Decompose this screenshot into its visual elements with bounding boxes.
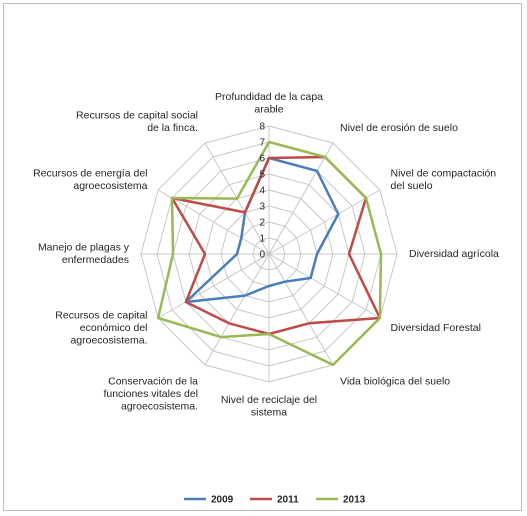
category-label-line: de la finca. [147, 122, 198, 134]
legend-label-2011: 2011 [277, 495, 299, 506]
category-label: Manejo de plagas y enfermedades [38, 242, 130, 267]
tick-label: 0 [259, 250, 265, 261]
grid-spoke [268, 253, 334, 366]
category-label-line: Nivel de reciclaje del [221, 394, 317, 406]
category-label-line: Manejo de plagas y [38, 242, 130, 254]
grid-spoke [268, 142, 334, 255]
category-label: Nivel de erosión de suelo [340, 122, 458, 134]
category-labels: Profundidad de la capa arable Nivel de ero… [33, 91, 499, 419]
tick-label: 1 [259, 234, 265, 245]
category-label-line: Nivel de compactación [391, 168, 497, 180]
category-label-line: Recursos de capital [55, 309, 147, 321]
category-label-line: Recursos de energía del [33, 168, 147, 180]
series-line-2013 [156, 140, 383, 367]
category-label: Diversidad Forestal [391, 322, 481, 334]
category-label-line: Diversidad Forestal [391, 322, 481, 334]
category-label-line: agroecosistema. [121, 401, 198, 413]
category-label: Recursos de energía del agroecosistema [33, 168, 148, 193]
category-label: Conservación de la funciones vitales del a… [103, 376, 198, 413]
category-label: Diversidad agrícola [409, 248, 499, 260]
tick-label: 5 [259, 170, 265, 181]
category-label: Profundidad de la capa arable [215, 91, 323, 116]
radar-chart: 0 1 2 3 4 5 6 7 8 Profundidad de la capa arable Ni… [33, 91, 499, 506]
category-label-line: del suelo [391, 180, 433, 192]
category-label: Vida biológica del suelo [340, 376, 450, 388]
legend-label-2013: 2013 [343, 495, 366, 506]
tick-label: 7 [259, 138, 265, 149]
tick-label: 8 [259, 122, 265, 133]
radar-grid [140, 125, 398, 383]
grid-spoke [157, 189, 270, 255]
grid-spoke [204, 253, 270, 366]
tick-label: 6 [259, 154, 265, 165]
legend: 2009 2011 2013 [184, 495, 366, 506]
tick-label: 4 [259, 186, 265, 197]
category-label-line: agroecosistema. [70, 334, 147, 346]
category-label-line: Recursos de capital social [76, 110, 198, 122]
category-label-line: económico del [80, 322, 148, 334]
radar-series [156, 140, 383, 367]
chart-frame: 0 1 2 3 4 5 6 7 8 Profundidad de la capa arable Ni… [3, 3, 522, 511]
category-label-line: Vida biológica del suelo [340, 376, 450, 388]
series-line-2011 [170, 155, 382, 336]
category-label-line: sistema [251, 407, 287, 419]
grid-spoke [268, 189, 381, 255]
category-label-line: enfermedades [62, 254, 129, 266]
category-label-line: Conservación de la [108, 376, 198, 388]
legend-label-2009: 2009 [211, 495, 234, 506]
category-label-line: agroecosistema [73, 180, 147, 192]
tick-label: 3 [259, 202, 265, 213]
category-label: Nivel de reciclaje del sistema [221, 394, 317, 419]
category-label-line: funciones vitales del [103, 388, 198, 400]
category-label-line: Diversidad agrícola [409, 248, 499, 260]
series-line-2009 [184, 156, 340, 304]
tick-label: 2 [259, 218, 265, 229]
category-label: Recursos de capital social de la finca. [76, 110, 198, 135]
category-label-line: Profundidad de la capa [215, 91, 323, 103]
category-label: Nivel de compactación del suelo [391, 168, 497, 193]
grid-spoke [157, 253, 270, 319]
grid-spoke [268, 253, 381, 319]
category-label-line: Nivel de erosión de suelo [340, 122, 458, 134]
radial-tick-labels: 0 1 2 3 4 5 6 7 8 [259, 122, 265, 261]
category-label-line: arable [254, 104, 283, 116]
category-label: Recursos de capital económico del agroecos… [55, 309, 147, 346]
